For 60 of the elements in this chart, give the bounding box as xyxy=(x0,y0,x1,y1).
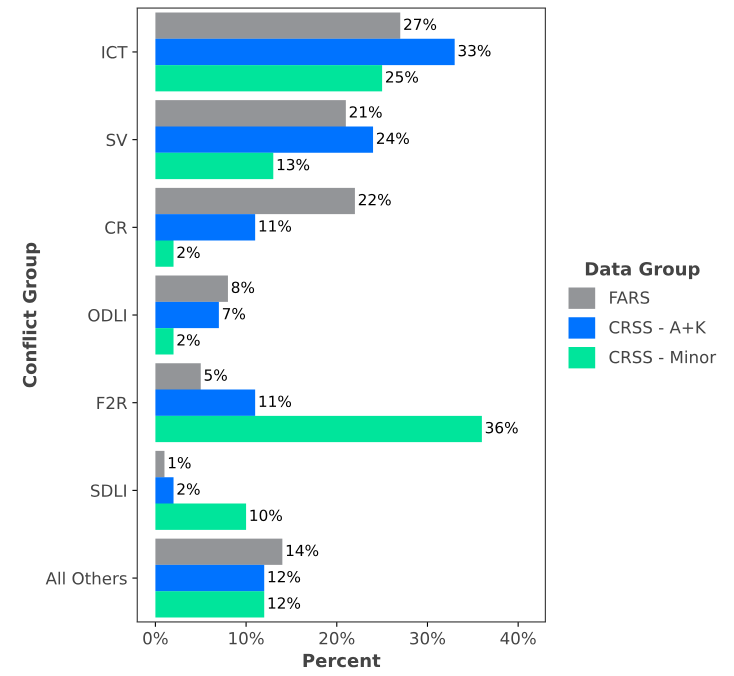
x-tick-label: 40% xyxy=(500,632,536,645)
data-label: 36% xyxy=(486,422,518,434)
bar xyxy=(155,504,246,530)
x-axis-title: Percent xyxy=(304,654,380,668)
bar xyxy=(155,100,346,126)
y-tick-label: SDLI xyxy=(91,484,126,497)
legend-label: CRSS - A+K xyxy=(609,321,706,334)
y-tick-label: F2R xyxy=(97,396,128,410)
data-label: 12% xyxy=(268,570,300,583)
x-tick-label: 0% xyxy=(143,632,168,645)
y-tick-label: ICT xyxy=(102,46,128,59)
data-label: 10% xyxy=(250,510,282,522)
data-label: 14% xyxy=(286,544,318,556)
y-tick-label: All Others xyxy=(46,572,127,585)
data-label: 1% xyxy=(168,456,191,469)
bar xyxy=(155,477,174,504)
bar xyxy=(155,390,256,416)
bar xyxy=(155,240,174,267)
data-label: 11% xyxy=(260,220,292,232)
data-label: 2% xyxy=(177,246,200,258)
data-label: 5% xyxy=(204,369,227,381)
bar xyxy=(155,564,264,592)
bar xyxy=(155,328,174,354)
data-label: 21% xyxy=(350,106,382,118)
bar xyxy=(155,591,264,618)
data-label: 2% xyxy=(177,334,200,346)
bar xyxy=(155,214,256,240)
bar xyxy=(155,126,374,153)
legend-label: CRSS - Minor xyxy=(609,350,716,364)
data-label: 33% xyxy=(458,44,491,56)
bar xyxy=(155,12,400,39)
bar xyxy=(155,65,382,92)
data-label: 22% xyxy=(358,194,391,206)
bar xyxy=(155,188,355,214)
x-tick-label: 20% xyxy=(319,632,354,645)
y-axis-title: Conflict Group xyxy=(22,242,40,388)
data-label: 25% xyxy=(386,71,418,83)
x-tick-label: 10% xyxy=(229,632,264,645)
legend-title: Data Group xyxy=(586,262,700,280)
bar xyxy=(155,276,228,302)
bar xyxy=(155,538,282,565)
data-label: 7% xyxy=(222,308,246,320)
data-label: 11% xyxy=(260,396,292,408)
y-tick-label: CR xyxy=(105,221,128,234)
bar xyxy=(155,450,164,478)
x-tick-label: 30% xyxy=(410,632,446,645)
bar xyxy=(155,302,219,328)
bar xyxy=(155,38,455,66)
y-tick-label: SV xyxy=(106,134,128,146)
data-label: 2% xyxy=(177,483,200,495)
bar xyxy=(155,363,201,390)
data-label: 12% xyxy=(268,597,300,609)
y-tick-label: ODLI xyxy=(88,308,126,322)
data-label: 13% xyxy=(278,158,310,170)
data-label: 27% xyxy=(404,18,436,30)
legend-label: FARS xyxy=(610,291,650,304)
bar xyxy=(155,416,482,442)
data-label: 8% xyxy=(232,282,254,294)
data-label: 24% xyxy=(376,132,409,144)
bar xyxy=(155,152,274,180)
